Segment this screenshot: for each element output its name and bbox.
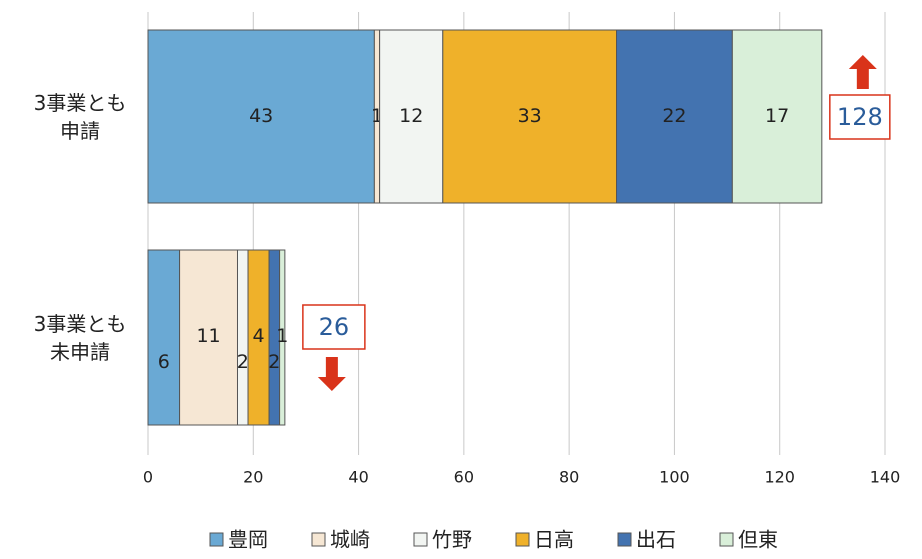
legend-label: 但東 <box>738 528 778 552</box>
bar-segment <box>147 249 181 426</box>
bar-segment <box>147 29 375 204</box>
total-box <box>302 304 366 350</box>
arrow-down <box>317 357 346 391</box>
legend-swatch <box>209 532 224 547</box>
bar-segment <box>279 249 286 426</box>
legend-swatch <box>311 532 326 547</box>
x-tick-label: 120 <box>764 468 795 487</box>
bar-segment <box>236 249 249 426</box>
x-tick-label: 60 <box>454 468 474 487</box>
total-label: 26 <box>319 313 350 341</box>
legend-label: 豊岡 <box>228 528 268 552</box>
x-tick-label: 100 <box>659 468 690 487</box>
bar-segment <box>442 29 618 204</box>
legend-swatch <box>617 532 632 547</box>
value-label: 43 <box>249 105 273 127</box>
x-tick-label: 80 <box>559 468 579 487</box>
legend-label: 出石 <box>636 528 676 552</box>
legend-swatch <box>413 532 428 547</box>
arrow-up <box>848 55 877 89</box>
x-tick-label: 40 <box>348 468 368 487</box>
bar-segment <box>616 29 733 204</box>
x-tick-label: 0 <box>143 468 153 487</box>
legend-label: 日高 <box>534 528 574 552</box>
bar-segment <box>379 29 444 204</box>
value-label: 12 <box>399 105 423 127</box>
value-label: 6 <box>158 351 170 373</box>
category-label: 3事業とも 未申請 <box>33 311 127 364</box>
value-label: 1 <box>276 325 288 347</box>
value-label: 17 <box>765 105 789 127</box>
total-box <box>829 94 891 140</box>
total-label: 128 <box>837 103 883 131</box>
x-tick-label: 20 <box>243 468 263 487</box>
bar-segment <box>731 29 823 204</box>
value-label: 2 <box>237 351 249 373</box>
value-label: 4 <box>253 325 265 347</box>
category-label: 3事業とも 申請 <box>33 90 127 143</box>
value-label: 22 <box>662 105 686 127</box>
legend-swatch <box>515 532 530 547</box>
value-label: 33 <box>518 105 542 127</box>
legend-label: 竹野 <box>432 528 472 552</box>
legend-swatch <box>719 532 734 547</box>
x-tick-label: 140 <box>870 468 901 487</box>
legend-label: 城崎 <box>330 528 370 552</box>
value-label: 2 <box>268 351 280 373</box>
value-label: 11 <box>196 325 220 347</box>
